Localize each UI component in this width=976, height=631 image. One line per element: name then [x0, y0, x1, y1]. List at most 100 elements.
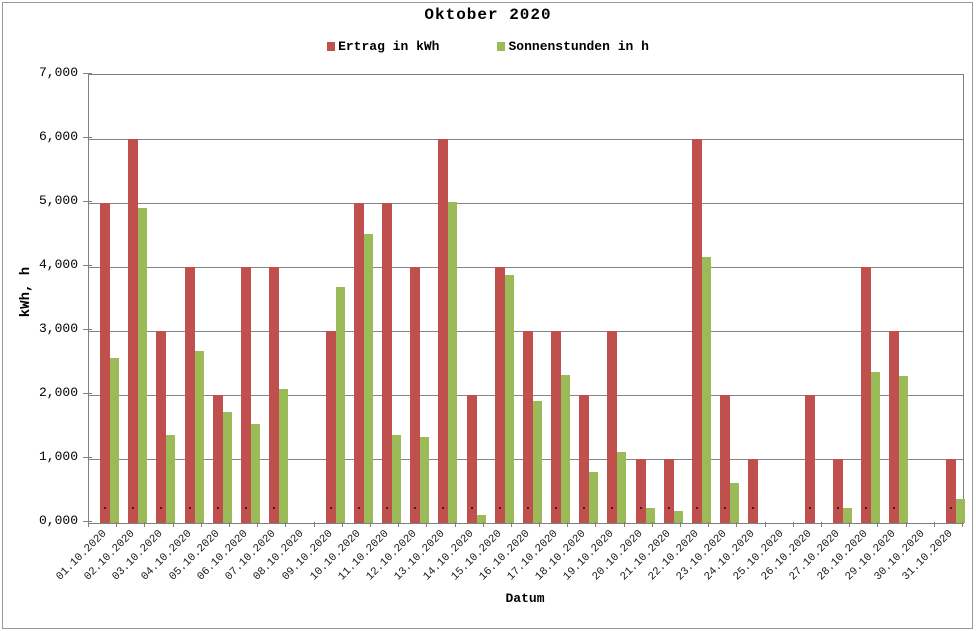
- x-tick-mark: [792, 522, 794, 527]
- x-tick-mark: [595, 522, 597, 527]
- x-tick-mark: [821, 522, 823, 527]
- category-slot-18.10.2020: [568, 75, 599, 523]
- category-slot-14.10.2020: [456, 75, 486, 523]
- y-tick-mark: [83, 393, 92, 394]
- category-slot-17.10.2020: [540, 75, 571, 523]
- bar-marker-dot: [555, 507, 558, 509]
- bar-ertrag-17.10.2020: [551, 331, 562, 523]
- x-tick-mark: [877, 522, 879, 527]
- bar-marker-dot: [470, 507, 473, 509]
- bar-ertrag-24.10.2020: [748, 459, 759, 523]
- bar-sonnenstunden-29.10.2020: [899, 376, 909, 523]
- bar-marker-dot: [216, 507, 219, 509]
- bar-ertrag-02.10.2020: [128, 139, 139, 523]
- x-tick-mark: [736, 522, 738, 527]
- bar-sonnenstunden-03.10.2020: [166, 434, 176, 523]
- y-tick-mark: [83, 137, 92, 138]
- chart-title: Oktober 2020: [424, 6, 552, 24]
- bar-marker-dot: [498, 507, 501, 509]
- x-tick-mark: [510, 522, 512, 527]
- category-slot-09.10.2020: [315, 75, 345, 523]
- bar-sonnenstunden-11.10.2020: [391, 434, 401, 523]
- bar-sonnenstunden-28.10.2020: [871, 371, 881, 523]
- bar-ertrag-15.10.2020: [494, 267, 505, 523]
- legend-label-ertrag: Ertrag in kWh: [338, 39, 440, 54]
- category-slot-23.10.2020: [709, 75, 740, 523]
- bar-ertrag-28.10.2020: [861, 267, 872, 523]
- bar-ertrag-22.10.2020: [692, 139, 703, 523]
- bar-marker-dot: [442, 507, 445, 509]
- plot-area: [88, 74, 965, 524]
- bar-marker-dot: [385, 507, 388, 509]
- y-tick-mark: [83, 265, 92, 266]
- x-tick-mark: [482, 522, 484, 527]
- y-tick-label: 7,000: [38, 65, 78, 80]
- y-tick-mark: [83, 521, 92, 522]
- bar-sonnenstunden-04.10.2020: [194, 351, 204, 523]
- category-slot-12.10.2020: [399, 75, 430, 523]
- x-tick-mark: [905, 522, 907, 527]
- bar-marker-dot: [188, 507, 191, 509]
- bar-sonnenstunden-16.10.2020: [532, 401, 542, 523]
- bar-marker-dot: [808, 507, 811, 509]
- y-tick-label: 4,000: [38, 257, 78, 272]
- category-slot-01.10.2020: [89, 75, 119, 523]
- x-tick-mark: [849, 522, 851, 527]
- bar-marker-dot: [696, 507, 699, 509]
- x-axis-title: Datum: [505, 591, 545, 606]
- bar-ertrag-11.10.2020: [381, 203, 392, 523]
- bar-sonnenstunden-10.10.2020: [363, 233, 373, 523]
- bar-ertrag-10.10.2020: [353, 203, 364, 523]
- bar-marker-dot: [526, 507, 529, 509]
- x-tick-mark: [257, 522, 259, 527]
- bar-ertrag-19.10.2020: [607, 331, 618, 523]
- bar-ertrag-29.10.2020: [889, 331, 900, 523]
- bar-ertrag-12.10.2020: [410, 267, 421, 523]
- bar-marker-dot: [414, 507, 417, 509]
- bar-ertrag-27.10.2020: [833, 459, 844, 523]
- category-slot-03.10.2020: [145, 75, 176, 523]
- bar-sonnenstunden-22.10.2020: [702, 257, 712, 523]
- legend-swatch-red: [327, 42, 336, 51]
- category-slot-11.10.2020: [371, 75, 401, 523]
- gridline-6: [89, 139, 963, 140]
- x-tick-mark: [426, 522, 428, 527]
- bar-marker-dot: [160, 507, 163, 509]
- bar-sonnenstunden-20.10.2020: [645, 508, 655, 523]
- bar-marker-dot: [893, 507, 896, 509]
- legend-item-ertrag: Ertrag in kWh: [327, 39, 439, 54]
- x-tick-mark: [539, 522, 541, 527]
- category-slot-16.10.2020: [512, 75, 542, 523]
- bar-sonnenstunden-13.10.2020: [448, 201, 458, 523]
- x-tick-mark: [369, 522, 371, 527]
- bar-marker-dot: [667, 507, 670, 509]
- bar-ertrag-26.10.2020: [804, 395, 815, 523]
- category-slot-22.10.2020: [681, 75, 712, 523]
- bar-sonnenstunden-17.10.2020: [561, 374, 571, 523]
- category-slot-10.10.2020: [343, 75, 373, 523]
- bar-sonnenstunden-05.10.2020: [222, 411, 232, 523]
- bar-sonnenstunden-07.10.2020: [279, 388, 289, 523]
- bar-ertrag-16.10.2020: [522, 331, 533, 523]
- y-tick-label: 2,000: [38, 385, 78, 400]
- bar-ertrag-13.10.2020: [438, 139, 449, 523]
- category-slot-07.10.2020: [258, 75, 289, 523]
- bar-marker-dot: [724, 507, 727, 509]
- bar-ertrag-03.10.2020: [156, 331, 167, 523]
- bar-ertrag-21.10.2020: [663, 459, 674, 523]
- category-slot-13.10.2020: [427, 75, 458, 523]
- category-slot-25.10.2020: [766, 75, 794, 523]
- category-slot-27.10.2020: [822, 75, 853, 523]
- bar-marker-dot: [244, 507, 247, 509]
- y-tick-label: 1,000: [38, 449, 78, 464]
- bar-marker-dot: [752, 507, 755, 509]
- category-slot-04.10.2020: [174, 75, 204, 523]
- gridline-4: [89, 267, 963, 268]
- bar-ertrag-09.10.2020: [325, 331, 336, 523]
- bar-sonnenstunden-18.10.2020: [589, 472, 599, 523]
- bar-marker-dot: [132, 507, 135, 509]
- x-tick-mark: [285, 522, 287, 527]
- bar-sonnenstunden-01.10.2020: [110, 357, 119, 523]
- bar-ertrag-14.10.2020: [466, 395, 477, 523]
- bar-ertrag-23.10.2020: [720, 395, 731, 523]
